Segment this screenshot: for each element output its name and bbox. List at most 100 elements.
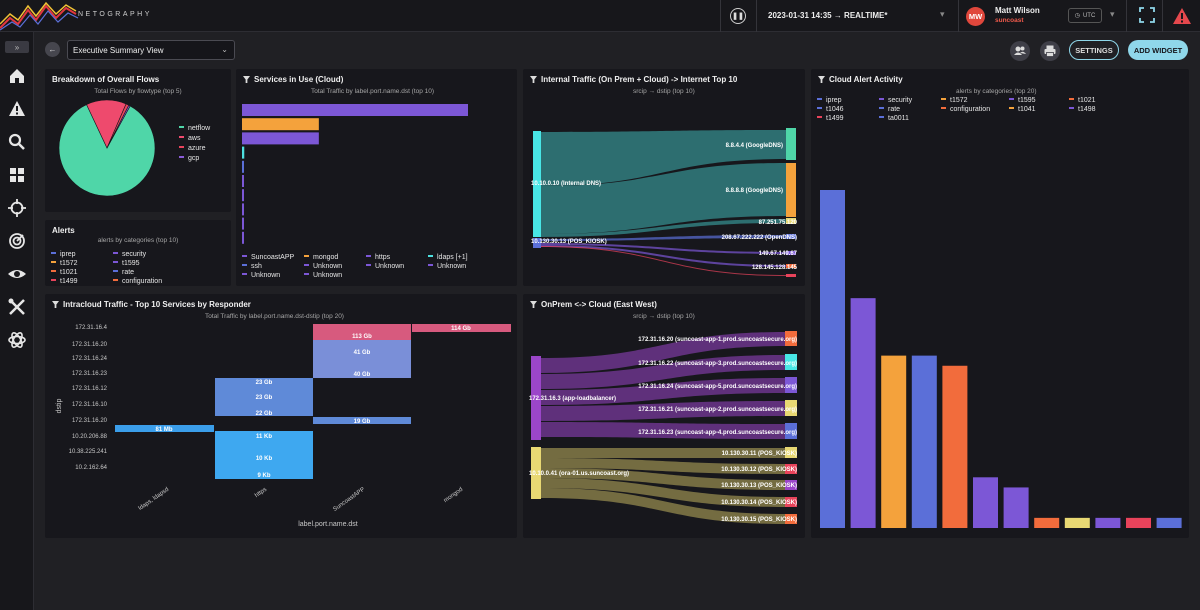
filter-icon[interactable] xyxy=(52,301,59,308)
flow-link[interactable] xyxy=(541,355,785,389)
flow-link[interactable] xyxy=(541,488,785,524)
filter-icon[interactable] xyxy=(530,301,537,308)
heatmap-cell[interactable] xyxy=(313,324,411,332)
service-bar[interactable] xyxy=(242,160,244,173)
alert-bar-t1499[interactable] xyxy=(1126,517,1151,528)
heatmap-cell[interactable] xyxy=(215,431,313,479)
internal-traffic-sankey[interactable]: 10.10.0.10 (Internal DNS) 10.130.30.13 (… xyxy=(523,69,805,286)
crosshair-icon[interactable] xyxy=(6,197,28,219)
pie-slice-netflow[interactable] xyxy=(58,104,156,197)
flows-pie-chart[interactable] xyxy=(45,69,231,212)
legend-item-aws[interactable]: aws xyxy=(179,135,200,142)
legend-item[interactable]: t1021 xyxy=(1069,97,1096,104)
flow-link[interactable] xyxy=(541,235,786,241)
legend-item[interactable]: Unknown xyxy=(304,263,342,270)
legend-item[interactable]: t1595 xyxy=(113,260,140,267)
legend-item[interactable]: t1499 xyxy=(51,278,78,285)
alert-bar-t1021[interactable] xyxy=(942,365,968,528)
legend-item[interactable]: t1041 xyxy=(1009,106,1036,113)
alert-bar-t1572[interactable] xyxy=(881,355,907,528)
pause-button[interactable]: ❚❚ xyxy=(730,8,746,24)
legend-item[interactable]: security xyxy=(879,97,912,104)
back-button[interactable]: ← xyxy=(45,42,60,57)
sankey-node[interactable] xyxy=(785,354,797,370)
sankey-node[interactable] xyxy=(531,447,541,499)
sankey-node[interactable] xyxy=(785,400,797,416)
alert-bar-t1498[interactable] xyxy=(1095,517,1121,528)
service-bar[interactable] xyxy=(242,175,244,187)
warning-icon[interactable] xyxy=(6,98,28,120)
filter-icon[interactable] xyxy=(243,76,250,83)
flow-link[interactable] xyxy=(541,163,786,234)
legend-item-azure[interactable]: azure xyxy=(179,145,206,152)
legend-item[interactable]: Unknown xyxy=(242,272,280,279)
chevron-down-icon[interactable]: ▾ xyxy=(940,9,945,19)
sankey-node[interactable] xyxy=(785,377,797,393)
netography-logo[interactable]: NETOGRAPHY xyxy=(0,0,190,32)
alert-bar-t1595[interactable] xyxy=(911,355,937,528)
sankey-node[interactable] xyxy=(531,356,541,440)
service-bar[interactable] xyxy=(242,203,244,216)
sankey-node[interactable] xyxy=(786,128,796,160)
legend-item[interactable]: rate xyxy=(113,269,134,276)
legend-item[interactable]: https xyxy=(366,254,390,261)
alert-bar-iprep[interactable] xyxy=(820,190,845,528)
service-bar[interactable] xyxy=(242,217,244,230)
search-icon[interactable] xyxy=(6,131,28,153)
alert-bar-rate[interactable] xyxy=(1003,487,1029,528)
tools-icon[interactable] xyxy=(6,296,28,318)
sankey-node[interactable] xyxy=(786,234,796,239)
intracloud-heatmap[interactable]: 172.31.16.4 172.31.16.20 172.31.16.24 17… xyxy=(45,294,517,538)
legend-item[interactable]: SuncoastAPP xyxy=(242,254,294,261)
sankey-node[interactable] xyxy=(785,447,797,458)
cloud-alert-bar-chart[interactable] xyxy=(811,69,1189,538)
sankey-node[interactable] xyxy=(785,480,797,490)
flow-link[interactable] xyxy=(541,130,786,186)
print-button[interactable] xyxy=(1040,41,1060,61)
sankey-node[interactable] xyxy=(785,464,797,474)
sankey-node[interactable] xyxy=(786,218,796,224)
legend-item[interactable]: Unknown xyxy=(366,263,404,270)
legend-item[interactable]: rate xyxy=(879,106,900,113)
service-bar[interactable] xyxy=(242,146,245,159)
heatmap-cell[interactable] xyxy=(313,340,411,378)
legend-item[interactable]: ssh xyxy=(242,263,262,270)
legend-item[interactable]: configuration xyxy=(941,106,990,113)
heatmap-cell[interactable] xyxy=(115,425,214,432)
flow-link[interactable] xyxy=(541,401,785,421)
fullscreen-icon[interactable] xyxy=(1138,6,1156,24)
alert-bar-t1041[interactable] xyxy=(1064,517,1090,528)
sidebar-toggle-button[interactable]: » xyxy=(5,41,29,53)
service-bar[interactable] xyxy=(242,231,244,244)
legend-item[interactable]: t1498 xyxy=(1069,106,1096,113)
flow-link[interactable] xyxy=(541,478,785,507)
flow-link[interactable] xyxy=(541,219,786,237)
heatmap-cell[interactable] xyxy=(313,417,411,424)
flow-link[interactable] xyxy=(541,422,785,439)
legend-item[interactable]: iprep xyxy=(51,251,76,258)
pie-slice-gcp[interactable] xyxy=(106,104,131,149)
integrations-icon[interactable] xyxy=(6,329,28,351)
flow-link[interactable] xyxy=(541,378,785,405)
flow-link[interactable] xyxy=(541,468,785,490)
alert-bar-security[interactable] xyxy=(850,298,876,528)
flow-link[interactable] xyxy=(541,245,786,267)
heatmap-cell[interactable] xyxy=(313,332,411,340)
legend-item[interactable]: t1499 xyxy=(817,115,844,122)
legend-item[interactable]: iprep xyxy=(817,97,842,104)
filter-icon[interactable] xyxy=(530,76,537,83)
legend-item[interactable]: ta0011 xyxy=(879,115,909,122)
sankey-node[interactable] xyxy=(785,497,797,507)
legend-item[interactable]: Unknown xyxy=(304,272,342,279)
timezone-toggle[interactable]: ◷ UTC xyxy=(1068,8,1102,23)
alert-bar-ta0011[interactable] xyxy=(1156,517,1182,528)
users-button[interactable] xyxy=(1010,41,1030,61)
sankey-node[interactable] xyxy=(533,238,541,248)
flow-link[interactable] xyxy=(541,332,785,373)
settings-button[interactable]: SETTINGS xyxy=(1069,40,1119,60)
service-bar[interactable] xyxy=(242,132,319,145)
service-bar[interactable] xyxy=(242,118,319,131)
sankey-node[interactable] xyxy=(786,251,796,255)
sankey-node[interactable] xyxy=(785,331,797,346)
onprem-cloud-sankey[interactable]: 172.31.16.3 (app-loadbalancer) 10.10.0.4… xyxy=(523,294,805,538)
